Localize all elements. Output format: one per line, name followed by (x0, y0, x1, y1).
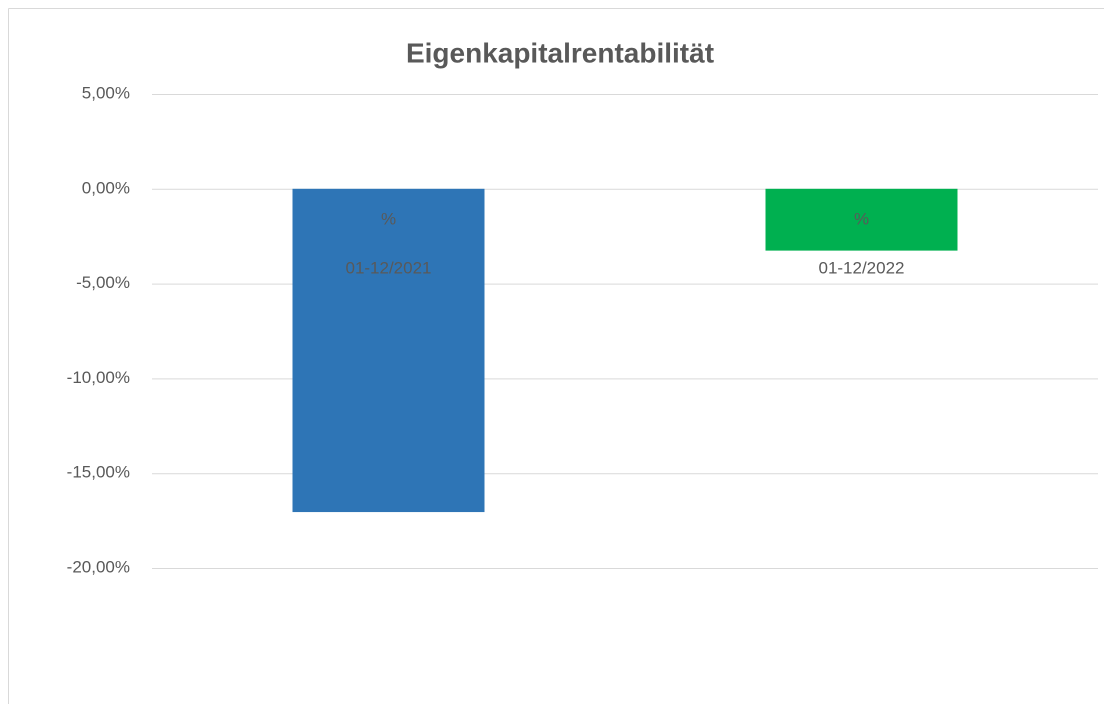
y-tick-label: -20,00% (67, 557, 130, 576)
category-label: 01-12/2021 (345, 258, 431, 277)
chart-title: Eigenkapitalrentabilität (406, 37, 714, 68)
y-tick-label: -5,00% (76, 273, 130, 292)
category-label: 01-12/2022 (818, 258, 904, 277)
y-tick-label: 5,00% (82, 83, 130, 102)
data-label: % (854, 209, 869, 228)
data-label: % (381, 209, 396, 228)
bar (292, 188, 485, 513)
y-tick-label: 0,00% (82, 178, 130, 197)
bar (765, 188, 958, 251)
y-tick-label: -10,00% (67, 368, 130, 387)
y-tick-label: -15,00% (67, 463, 130, 482)
